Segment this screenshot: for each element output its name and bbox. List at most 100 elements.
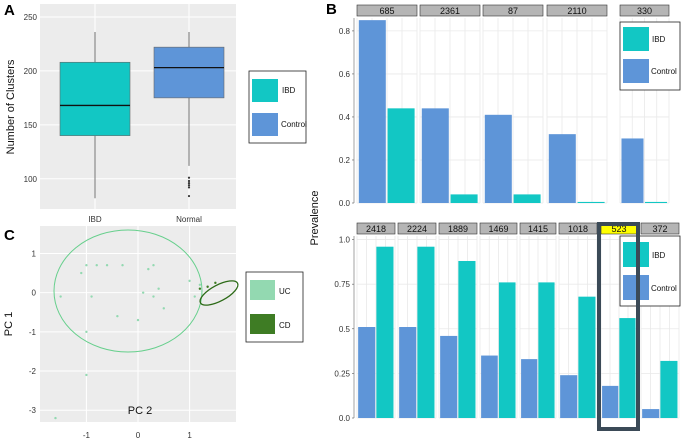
facet-strip — [479, 222, 518, 235]
y-tick-label: 0.25 — [334, 369, 350, 378]
y-tick-label: 150 — [24, 121, 38, 130]
y-tick-label: 0.6 — [339, 70, 351, 79]
point-uc — [116, 314, 119, 318]
panel-b-label: B — [326, 1, 337, 18]
y-tick-label: 1.0 — [339, 236, 351, 245]
facet-label-685: 685 — [379, 6, 394, 16]
bar-control-1415 — [521, 359, 538, 418]
facet-strip — [619, 4, 670, 17]
panel-a-label: A — [4, 2, 15, 19]
point-uc — [85, 373, 88, 377]
outlier-point — [187, 182, 191, 185]
panel-a-y-ticks: 100 150 200 250 — [24, 13, 38, 184]
y-tick-label: -1 — [29, 328, 37, 337]
legend-label-control: Control — [651, 284, 677, 293]
outlier-point — [187, 176, 191, 179]
point-uc — [121, 264, 124, 267]
panel-a: A 100 150 200 250 IBD Normal Number of Clust… — [4, 2, 307, 224]
bar-ibd-523 — [619, 318, 636, 418]
legend-swatch-cd — [250, 314, 275, 334]
legend-label-control: Control — [281, 120, 307, 129]
point-uc — [85, 330, 88, 334]
facet-label-2418: 2418 — [366, 224, 386, 234]
facet-label-1889: 1889 — [448, 224, 468, 234]
bar-control-87 — [484, 114, 512, 203]
panel-a-y-axis-label: Number of Clusters — [5, 59, 17, 154]
box-normal — [153, 46, 225, 99]
facet-label-1469: 1469 — [488, 224, 508, 234]
facet-strip — [482, 4, 544, 17]
y-tick-label: 0.75 — [334, 280, 350, 289]
x-tick-label: IBD — [88, 215, 102, 224]
point-uc — [95, 264, 98, 267]
legend-label-ibd: IBD — [282, 86, 296, 95]
bar-control-2361 — [421, 108, 449, 203]
legend-label-cd: CD — [279, 321, 291, 330]
panel-c-y-ticks: 1 0 -1 -2 -3 — [29, 249, 37, 415]
y-tick-label: 0 — [32, 289, 37, 298]
point-uc — [54, 416, 57, 420]
panel-b-bottom-legend: IBD Control — [619, 235, 681, 307]
x-tick-label: -1 — [83, 431, 91, 440]
bar-ibd-330 — [644, 201, 668, 203]
y-tick-label: 250 — [24, 13, 38, 22]
legend-swatch-uc — [250, 280, 275, 300]
bar-control-1018 — [560, 375, 578, 418]
facet-strip — [356, 222, 396, 235]
bar-ibd-1889 — [458, 260, 476, 418]
facet-strip — [519, 222, 557, 235]
point-cd — [214, 281, 217, 285]
panel-c-points — [54, 264, 217, 420]
panel-c-x-axis-label: PC 2 — [128, 405, 152, 417]
facet-label-2110: 2110 — [567, 6, 586, 16]
bar-control-1889 — [440, 335, 458, 418]
bar-ibd-2110 — [577, 201, 605, 203]
panel-b: B Prevalence 0.0 0.2 0.4 0.6 0.8 685 2361 87 211… — [309, 1, 681, 431]
panel-c-gridlines — [40, 226, 236, 422]
facet-strip — [640, 222, 680, 235]
point-uc — [162, 307, 165, 310]
panel-b-top-legend: IBD Control — [619, 21, 681, 91]
facet-label-2224: 2224 — [407, 224, 427, 234]
bar-control-2110 — [548, 134, 576, 203]
point-cd — [206, 285, 209, 288]
legend-label-uc: UC — [279, 287, 291, 296]
point-uc — [105, 264, 109, 267]
legend-label-ibd: IBD — [652, 251, 666, 260]
bar-ibd-87 — [513, 194, 541, 203]
panel-a-legend: IBD Control — [248, 70, 307, 144]
point-uc — [198, 283, 202, 286]
x-tick-label: Normal — [176, 215, 202, 224]
point-uc — [188, 279, 191, 283]
facet-label-1415: 1415 — [528, 224, 548, 234]
panel-b-bottom-row: 0.0 0.25 0.5 0.75 1.0 2418 2224 1889 1469 1415 101… — [334, 222, 680, 423]
bar-ibd-685 — [387, 108, 415, 203]
y-tick-label: 0.8 — [339, 27, 351, 36]
y-tick-label: 0.4 — [339, 113, 351, 122]
y-tick-label: 200 — [24, 67, 38, 76]
box-ibd — [59, 61, 131, 136]
bar-control-2224 — [399, 327, 417, 418]
facet-strip — [397, 222, 437, 235]
bar-control-523 — [602, 385, 619, 418]
bar-ibd-1018 — [578, 296, 596, 418]
panel-c-legend: UC CD — [245, 271, 304, 343]
facet-strip — [438, 222, 478, 235]
bar-ibd-372 — [660, 360, 678, 418]
panel-a-x-ticks: IBD Normal — [88, 215, 202, 224]
legend-swatch-ibd — [623, 27, 649, 51]
point-uc — [141, 291, 145, 294]
cd-ellipse — [199, 280, 239, 306]
point-uc — [152, 264, 155, 267]
facet-label-372: 372 — [652, 224, 667, 234]
facet-label-330: 330 — [637, 6, 652, 16]
outlier-point — [187, 184, 191, 187]
bar-control-2418 — [358, 327, 376, 418]
facet-label-2361: 2361 — [440, 6, 460, 16]
facet-strip — [546, 4, 608, 17]
panel-c-y-axis-label: PC 1 — [3, 312, 15, 336]
y-tick-label: 0.5 — [339, 325, 351, 334]
facet-label-523: 523 — [611, 224, 626, 234]
legend-swatch-ibd — [252, 79, 278, 102]
